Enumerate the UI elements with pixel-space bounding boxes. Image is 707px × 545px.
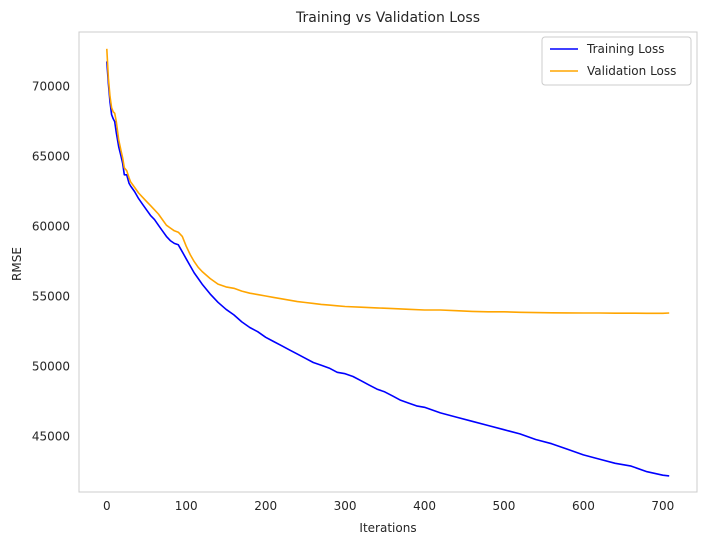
y-tick-label: 65000 (32, 150, 70, 164)
x-tick-label: 100 (175, 499, 198, 513)
legend-box (541, 36, 692, 86)
x-tick-label: 700 (651, 499, 674, 513)
y-tick-label: 70000 (32, 80, 70, 94)
y-tick-label: 55000 (32, 290, 70, 304)
x-tick-label: 500 (493, 499, 516, 513)
x-tick-label: 400 (413, 499, 436, 513)
series-line-1 (106, 48, 670, 315)
series-line-0 (106, 61, 670, 477)
y-tick-label: 60000 (32, 220, 70, 234)
x-axis-label: Iterations (359, 521, 416, 535)
x-tick-label: 0 (103, 499, 111, 513)
y-tick-label: 45000 (32, 430, 70, 444)
series-layer (106, 48, 670, 477)
legend: Training Loss Validation Loss (541, 36, 692, 86)
x-tick-label: 600 (572, 499, 595, 513)
ticks-layer: 0 100 200 300 400 500 600 700 45000 50000 55000 600… (32, 80, 674, 513)
x-tick-label: 200 (254, 499, 277, 513)
plot-frame (78, 31, 698, 493)
legend-entry-1: Validation Loss (587, 64, 676, 78)
y-tick-label: 50000 (32, 360, 70, 374)
x-tick-label: 300 (334, 499, 357, 513)
legend-entry-0: Training Loss (586, 42, 664, 56)
chart-title: Training vs Validation Loss (295, 10, 480, 26)
y-axis-label: RMSE (10, 247, 24, 281)
